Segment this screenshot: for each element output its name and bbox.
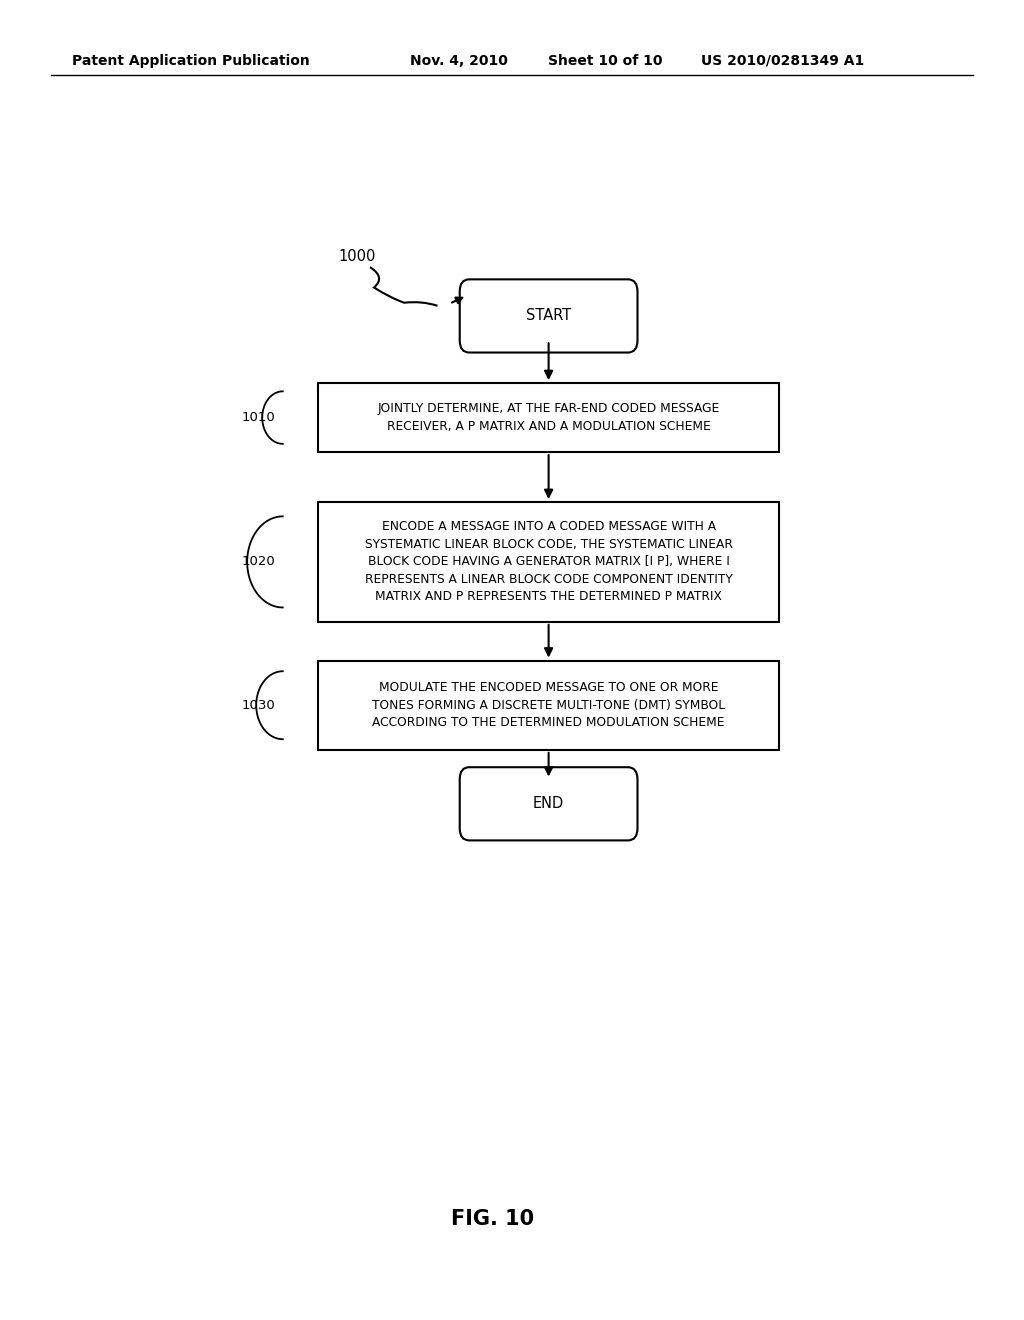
Text: MODULATE THE ENCODED MESSAGE TO ONE OR MORE
TONES FORMING A DISCRETE MULTI-TONE : MODULATE THE ENCODED MESSAGE TO ONE OR M… xyxy=(372,681,725,729)
Bar xyxy=(318,502,779,622)
Text: US 2010/0281349 A1: US 2010/0281349 A1 xyxy=(701,54,864,67)
Text: 1000: 1000 xyxy=(338,249,376,264)
Text: END: END xyxy=(532,796,564,812)
Bar xyxy=(318,383,779,453)
Text: 1020: 1020 xyxy=(241,556,274,569)
Bar xyxy=(318,660,779,750)
Text: START: START xyxy=(526,309,571,323)
Text: FIG. 10: FIG. 10 xyxy=(451,1209,534,1229)
FancyBboxPatch shape xyxy=(460,767,638,841)
Text: 1030: 1030 xyxy=(241,698,274,711)
Text: Sheet 10 of 10: Sheet 10 of 10 xyxy=(548,54,663,67)
Text: Patent Application Publication: Patent Application Publication xyxy=(72,54,309,67)
Text: ENCODE A MESSAGE INTO A CODED MESSAGE WITH A
SYSTEMATIC LINEAR BLOCK CODE, THE S: ENCODE A MESSAGE INTO A CODED MESSAGE WI… xyxy=(365,520,732,603)
Text: JOINTLY DETERMINE, AT THE FAR-END CODED MESSAGE
RECEIVER, A P MATRIX AND A MODUL: JOINTLY DETERMINE, AT THE FAR-END CODED … xyxy=(378,403,720,433)
Text: 1010: 1010 xyxy=(241,411,274,424)
FancyBboxPatch shape xyxy=(460,280,638,352)
Text: Nov. 4, 2010: Nov. 4, 2010 xyxy=(410,54,508,67)
